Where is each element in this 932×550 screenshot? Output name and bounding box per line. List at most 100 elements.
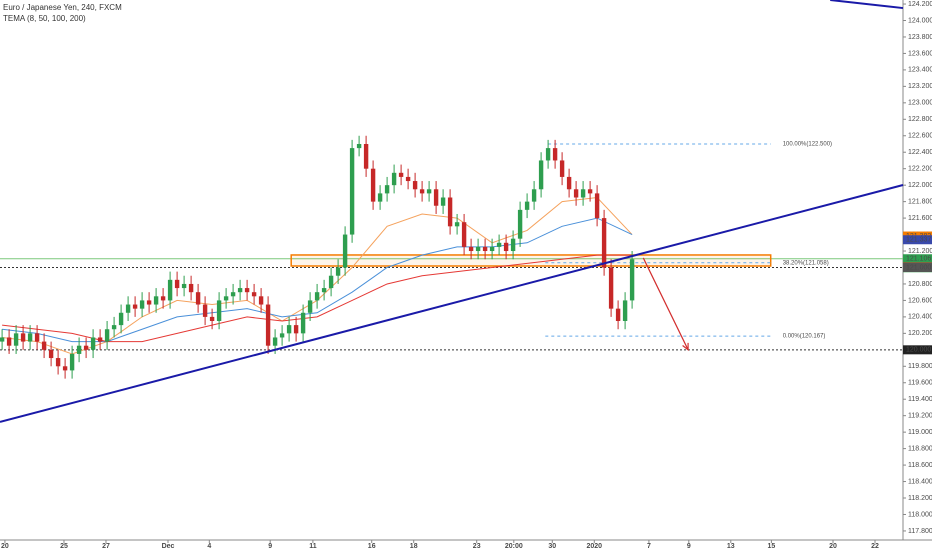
y-tick-label: 118.200 — [908, 495, 932, 502]
candle-body — [321, 288, 327, 293]
candle-body — [160, 296, 166, 301]
x-tick-label: 11 — [309, 543, 317, 550]
y-tick-label: 122.000 — [908, 182, 932, 189]
candle-body — [384, 185, 390, 194]
y-tick-label: 118.600 — [908, 462, 932, 469]
y-tick-label: 123.400 — [908, 67, 932, 74]
candle-body — [391, 172, 397, 186]
arrow-head — [682, 342, 689, 352]
x-tick-label: 18 — [410, 543, 418, 550]
candle-body — [594, 193, 600, 219]
candle-body — [489, 246, 495, 252]
candle-body — [265, 304, 271, 346]
x-tick-label: 15 — [768, 543, 776, 550]
candle-body — [174, 279, 180, 289]
candle-body — [181, 283, 187, 289]
candle-body — [83, 345, 89, 350]
candle-body — [615, 308, 621, 322]
candle-body — [258, 296, 264, 305]
y-tick-label: 122.600 — [908, 133, 932, 140]
x-tick-label: 30 — [548, 543, 556, 550]
x-tick-label: 7 — [647, 543, 651, 550]
candle-body — [454, 222, 460, 227]
y-tick-label: 120.800 — [908, 281, 932, 288]
candle-body — [55, 358, 61, 367]
candle-body — [426, 189, 432, 194]
y-tick-label: 123.000 — [908, 100, 932, 107]
price-label: 121.106 — [906, 256, 931, 263]
y-tick-label: 120.600 — [908, 297, 932, 304]
y-tick-label: 122.200 — [908, 166, 932, 173]
x-tick-label: 25 — [60, 543, 68, 550]
candle-body — [419, 189, 425, 194]
y-tick-label: 121.800 — [908, 198, 932, 205]
x-tick-label: 20 — [829, 543, 837, 550]
trendline — [830, 0, 904, 10]
y-tick-label: 121.200 — [908, 248, 932, 255]
x-tick-label: 23 — [473, 543, 481, 550]
arrow — [642, 257, 689, 351]
candle-body — [20, 333, 26, 342]
candle-body — [559, 160, 565, 177]
x-tick-label: Dec — [162, 543, 175, 550]
y-tick-label: 118.400 — [908, 478, 932, 485]
trendline — [0, 184, 904, 423]
candle-body — [237, 288, 243, 293]
candle-body — [216, 300, 222, 322]
y-tick-label: 119.400 — [908, 396, 932, 403]
price-label-bg — [903, 345, 932, 355]
x-tick-label: 20:00 — [505, 543, 523, 550]
candle-body — [405, 176, 411, 182]
candle-body — [286, 325, 292, 334]
candle-body — [356, 143, 362, 149]
candle-body — [202, 304, 208, 317]
candle-body — [48, 349, 54, 359]
candle-body — [475, 246, 481, 252]
y-tick-label: 119.600 — [908, 380, 932, 387]
y-tick-label: 122.800 — [908, 116, 932, 123]
chart-title: Euro / Japanese Yen, 240, FXCM — [3, 3, 122, 12]
candle-body — [629, 259, 635, 301]
y-tick-label: 123.200 — [908, 83, 932, 90]
price-label: 120.000 — [906, 347, 931, 354]
y-tick-label: 118.800 — [908, 445, 932, 452]
candle-body — [335, 267, 341, 276]
y-tick-label: 121.600 — [908, 215, 932, 222]
candle-body — [153, 296, 159, 305]
y-tick-label: 117.800 — [908, 528, 932, 535]
candle-body — [552, 148, 558, 161]
candle-body — [13, 333, 19, 346]
candle-body — [300, 312, 306, 334]
candle-body — [580, 189, 586, 198]
candle-body — [111, 325, 117, 330]
y-tick-label: 123.600 — [908, 50, 932, 57]
price-label: 121.337 — [906, 237, 931, 244]
candle-body — [6, 337, 12, 346]
candle-body — [447, 197, 453, 227]
candle-body — [188, 283, 194, 293]
candle-body — [62, 366, 68, 371]
candle-body — [272, 337, 278, 346]
price-label-bg — [903, 235, 932, 245]
candle-body — [342, 234, 348, 268]
candle-body — [230, 292, 236, 297]
candle-body — [223, 296, 229, 301]
x-tick-label: 9 — [268, 543, 272, 550]
candle-body — [349, 148, 355, 235]
y-tick-label: 120.400 — [908, 314, 932, 321]
y-tick-label: 119.200 — [908, 413, 932, 420]
candle-body — [279, 333, 285, 338]
price-label-bg — [903, 254, 932, 264]
candle-body — [482, 246, 488, 252]
fib-label: 0.00%(120.167) — [783, 334, 826, 340]
candle-body — [461, 222, 467, 247]
x-tick-label: 2020 — [587, 543, 603, 550]
candle-body — [0, 337, 5, 342]
candle-body — [510, 238, 516, 252]
candle-body — [41, 341, 47, 350]
fib-label: 38.20%(121.058) — [783, 260, 829, 266]
candle-body — [440, 197, 446, 206]
y-tick-label: 118.000 — [908, 511, 932, 518]
